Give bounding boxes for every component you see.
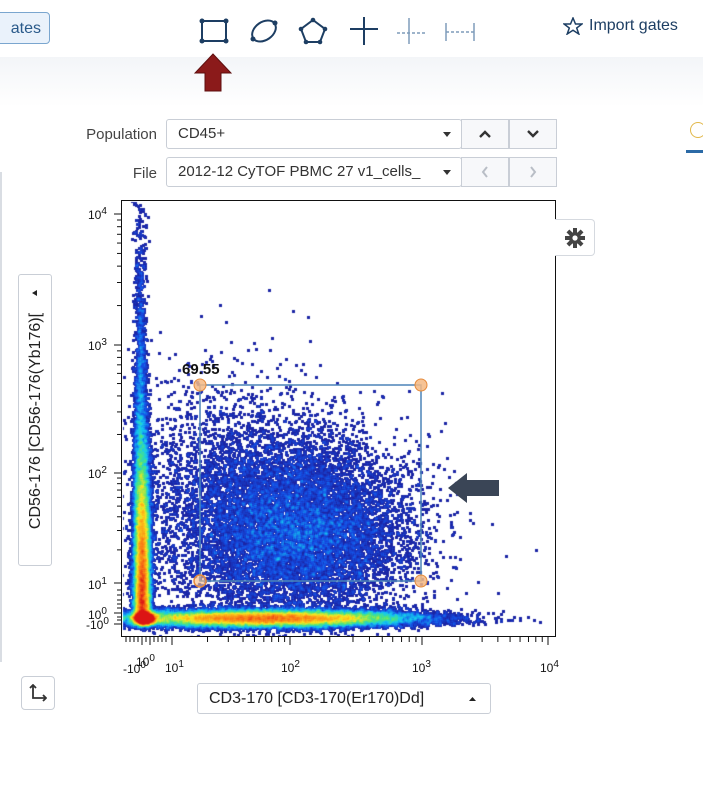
gate-handle-bottom-right[interactable] — [414, 574, 428, 588]
tab-icon — [690, 122, 703, 138]
ellipse-gate-tool[interactable] — [247, 14, 281, 48]
gates-button[interactable]: ates — [0, 12, 50, 44]
swap-axes-icon — [29, 684, 47, 702]
range-icon — [445, 23, 475, 41]
plot-settings-button[interactable] — [555, 219, 595, 256]
gate-handle-top-left[interactable] — [193, 378, 207, 392]
swap-axes-button[interactable] — [21, 676, 55, 710]
population-value: CD45+ — [178, 125, 226, 142]
caret-left-icon — [32, 290, 37, 296]
next-population-button[interactable] — [509, 119, 557, 149]
chevron-down-icon — [527, 130, 539, 138]
range-gate-tool[interactable] — [443, 14, 477, 48]
y-tick-label-neg10e0: -100 — [86, 616, 109, 632]
density-heatmap — [122, 201, 555, 636]
split-icon — [397, 18, 425, 44]
split-gate-tool[interactable] — [394, 14, 428, 48]
next-file-button[interactable] — [509, 157, 557, 187]
import-icon — [563, 17, 583, 35]
y-tick-label-10e2: 102 — [88, 465, 107, 481]
x-tick-label-neg10e0: -100 — [123, 660, 146, 676]
ellipse-icon — [250, 19, 278, 43]
side-tab[interactable] — [686, 118, 703, 153]
polygon-gate-tool[interactable] — [296, 14, 330, 48]
x-axis-channel-select[interactable]: CD3-170 [CD3-170(Er170)Dd] — [197, 683, 491, 714]
gate-handle-bottom-left[interactable] — [193, 574, 207, 588]
rectangle-icon — [199, 18, 229, 44]
toolbar-shadow — [0, 57, 703, 107]
rectangle-gate-tool[interactable] — [197, 14, 231, 48]
gate-handle-top-right[interactable] — [414, 378, 428, 392]
gear-icon — [564, 227, 585, 248]
x-axis-label: CD3-170 [CD3-170(Er170)Dd] — [209, 690, 425, 707]
chevron-up-icon — [479, 130, 491, 138]
gate-percentage: 69.55 — [182, 361, 220, 378]
chevron-left-icon — [481, 166, 488, 178]
file-select[interactable]: 2012-12 CyTOF PBMC 27 v1_cells_ — [166, 157, 462, 187]
panel-divider — [0, 172, 2, 662]
x-tick-label-10e0: 100 — [136, 653, 155, 669]
y-axis-channel-select[interactable]: CD56-176 [CD56-176(Yb176)[ — [18, 274, 52, 566]
previous-file-button[interactable] — [461, 157, 509, 187]
chevron-down-icon — [443, 132, 451, 137]
import-gates-link[interactable]: Import gates — [563, 17, 678, 35]
previous-population-button[interactable] — [461, 119, 509, 149]
chevron-down-icon — [443, 170, 451, 175]
scatter-plot[interactable] — [121, 200, 556, 637]
quadrant-gate-tool[interactable] — [347, 14, 381, 48]
y-tick-label-10e0: 100 — [88, 606, 107, 622]
x-tick-label-10e1: 101 — [165, 659, 184, 675]
file-value: 2012-12 CyTOF PBMC 27 v1_cells_ — [178, 163, 421, 180]
up-arrow-annotation — [194, 53, 232, 92]
y-tick-label-10e3: 103 — [88, 337, 107, 353]
file-label: File — [132, 165, 157, 182]
polygon-icon — [298, 17, 328, 45]
x-tick-label-10e3: 103 — [412, 659, 431, 675]
crosshair-icon — [350, 17, 378, 45]
y-tick-label-10e1: 101 — [88, 576, 107, 592]
population-select[interactable]: CD45+ — [166, 119, 462, 149]
population-label: Population — [86, 126, 157, 143]
import-gates-label: Import gates — [589, 17, 678, 34]
gate-outline[interactable] — [199, 384, 422, 582]
left-arrow-annotation — [448, 473, 499, 503]
chevron-right-icon — [530, 166, 537, 178]
caret-up-icon — [469, 697, 476, 701]
y-tick-label-10e4: 104 — [88, 206, 107, 222]
x-tick-label-10e4: 104 — [540, 659, 559, 675]
x-tick-label-10e2: 102 — [281, 659, 300, 675]
